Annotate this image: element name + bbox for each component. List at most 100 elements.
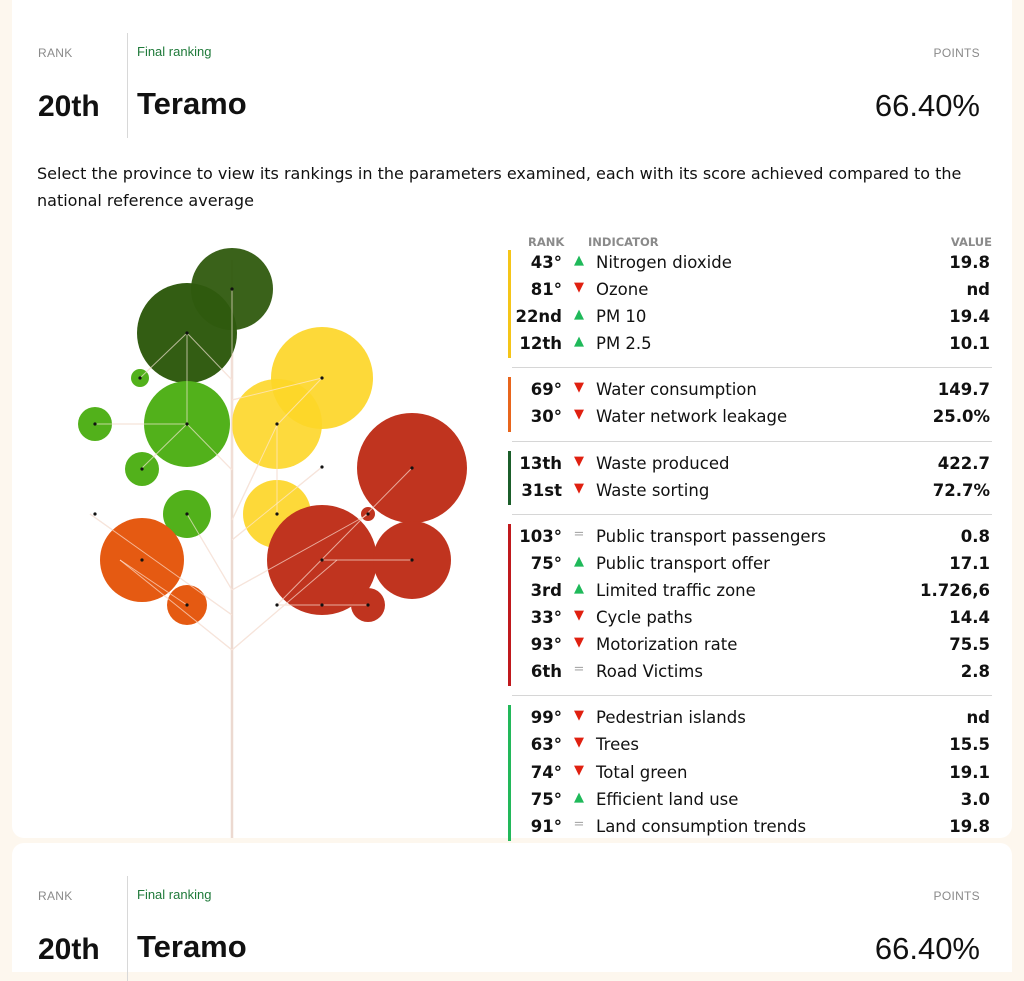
trend-up-icon: ▲: [574, 553, 584, 569]
trend-up-icon: ▲: [574, 580, 584, 596]
tree-branch-overlay: [141, 423, 188, 469]
tree-node-dot: [366, 603, 370, 607]
row-indicator: Public transport offer: [596, 553, 770, 573]
row-value: 422.7: [937, 453, 990, 473]
group-divider: [512, 513, 992, 515]
row-rank: 3rd: [530, 580, 562, 600]
row-rank: 93°: [530, 635, 562, 655]
row-rank: 13th: [519, 453, 562, 473]
row-rank: 75°: [530, 789, 562, 809]
tree-branch-overlay: [139, 332, 188, 379]
table-row[interactable]: 103° = Public transport passengers 0.8: [512, 524, 992, 551]
table-row[interactable]: 74° ▼ Total green 19.1: [512, 760, 992, 787]
row-value: 19.1: [949, 762, 990, 782]
row-value: 14.4: [949, 608, 990, 628]
points-value: 66.40%: [874, 931, 980, 966]
table-row[interactable]: 91° = Land consumption trends 19.8: [512, 814, 992, 841]
tree-branch-overlay: [186, 513, 233, 591]
row-rank: 99°: [530, 708, 562, 728]
indicator-group: 13th ▼ Waste produced 422.7 31st ▼ Waste sorti…: [508, 450, 992, 505]
row-indicator: Waste produced: [596, 453, 730, 473]
table-row[interactable]: 33° ▼ Cycle paths 14.4: [512, 605, 992, 632]
tree-node-dot: [140, 467, 144, 471]
table-row[interactable]: 93° ▼ Motorization rate 75.5: [512, 632, 992, 659]
trend-down-icon: ▼: [574, 762, 584, 778]
row-rank: 6th: [530, 662, 562, 682]
table-row[interactable]: 43° ▲ Nitrogen dioxide 19.8: [512, 250, 992, 277]
row-indicator: Ozone: [596, 280, 649, 300]
rank-label: RANK: [38, 889, 73, 903]
row-indicator: Efficient land use: [596, 789, 739, 809]
row-value: 2.8: [960, 662, 990, 682]
row-value: 149.7: [937, 380, 990, 400]
rank-label: RANK: [38, 46, 73, 60]
indicator-groups: 43° ▲ Nitrogen dioxide 19.8 81° ▼ Ozone nd 22nd ▲…: [508, 250, 992, 841]
trend-down-icon: ▼: [574, 280, 584, 296]
province-card-next[interactable]: RANK Final ranking 20th Teramo POINTS 66…: [12, 843, 1012, 981]
tree-node-dot: [275, 512, 279, 516]
trend-eq-icon: =: [573, 662, 585, 678]
tree-node-dot: [93, 422, 97, 426]
ranking-header-next: RANK Final ranking 20th Teramo POINTS 66…: [12, 3, 1012, 981]
row-indicator: Public transport passengers: [596, 526, 826, 546]
table-row[interactable]: 30° ▼ Water network leakage 25.0%: [512, 404, 992, 431]
province-card[interactable]: RANK Final ranking 20th Teramo POINTS 66…: [12, 0, 1012, 841]
trend-up-icon: ▲: [574, 307, 584, 323]
table-row[interactable]: 75° ▲ Public transport offer 17.1: [512, 551, 992, 578]
table-row[interactable]: 6th = Road Victims 2.8: [512, 659, 992, 686]
table-row[interactable]: 3rd ▲ Limited traffic zone 1.726,6: [512, 578, 992, 605]
trend-down-icon: ▼: [574, 480, 584, 496]
row-rank: 31st: [521, 480, 562, 500]
table-row[interactable]: 69° ▼ Water consumption 149.7: [512, 377, 992, 404]
table-row[interactable]: 81° ▼ Ozone nd: [512, 277, 992, 304]
rank-value: 20th: [38, 90, 100, 123]
row-indicator: Waste sorting: [596, 480, 710, 500]
trend-up-icon: ▲: [574, 789, 584, 805]
row-indicator: PM 10: [596, 307, 647, 327]
tree-dots: [93, 287, 414, 607]
tree-branch-overlay: [276, 377, 323, 426]
row-value: 75.5: [949, 635, 990, 655]
rank-value: 20th: [38, 933, 100, 966]
tree-node-dot: [185, 603, 189, 607]
col-value-header: VALUE: [950, 235, 992, 249]
tree-branch-overlay: [119, 559, 233, 651]
indicator-tree-graphic[interactable]: [72, 238, 492, 838]
tree-branch-overlay: [186, 423, 233, 471]
trend-down-icon: ▼: [574, 635, 584, 651]
table-row[interactable]: 75° ▲ Efficient land use 3.0: [512, 787, 992, 814]
table-row[interactable]: 12th ▲ PM 2.5 10.1: [512, 331, 992, 358]
row-indicator: Pedestrian islands: [596, 708, 746, 728]
province-name: Teramo: [137, 929, 247, 964]
row-value: 15.5: [949, 735, 990, 755]
row-indicator: Road Victims: [596, 662, 703, 682]
trend-down-icon: ▼: [574, 735, 584, 751]
final-ranking-label: Final ranking: [137, 44, 212, 59]
trend-eq-icon: =: [573, 526, 585, 542]
group-divider: [512, 367, 992, 369]
tree-branch-overlay: [89, 513, 233, 616]
table-row[interactable]: 22nd ▲ PM 10 19.4: [512, 304, 992, 331]
row-value: 17.1: [949, 553, 990, 573]
tree-node-dot: [140, 558, 144, 562]
row-value: nd: [966, 708, 990, 728]
row-value: 19.8: [949, 816, 990, 836]
tree-branch-overlay: [231, 377, 323, 401]
header-divider: [127, 33, 128, 138]
row-rank: 22nd: [515, 307, 562, 327]
row-indicator: PM 2.5: [596, 334, 652, 354]
table-row[interactable]: 99° ▼ Pedestrian islands nd: [512, 705, 992, 732]
table-row[interactable]: 13th ▼ Waste produced 422.7: [512, 451, 992, 478]
row-rank: 103°: [519, 526, 562, 546]
row-indicator: Cycle paths: [596, 608, 693, 628]
table-row[interactable]: 31st ▼ Waste sorting 72.7%: [512, 478, 992, 505]
indicator-table: RANK INDICATOR VALUE 43° ▲ Nitrogen dioxid…: [508, 232, 992, 841]
row-indicator: Water network leakage: [596, 407, 788, 427]
row-rank: 12th: [519, 334, 562, 354]
col-rank-header: RANK: [528, 235, 565, 249]
table-row[interactable]: 63° ▼ Trees 15.5: [512, 732, 992, 759]
trend-up-icon: ▲: [574, 253, 584, 268]
row-rank: 74°: [530, 762, 562, 782]
row-rank: 81°: [530, 280, 562, 300]
header-divider: [127, 876, 128, 981]
